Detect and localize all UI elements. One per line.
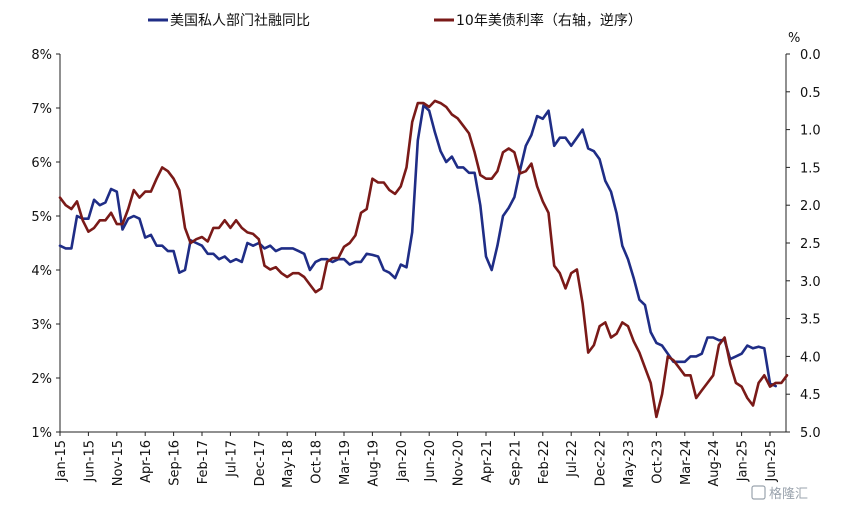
right-tick-label: 0.5 — [800, 86, 821, 101]
right-tick-label: 3.0 — [800, 275, 821, 290]
x-tick-label: Jun-20 — [423, 440, 438, 483]
x-tick-label: Apr-16 — [139, 440, 154, 483]
left-axis-ticks: 1% 2% 3% 4% 5% 6% 7% 8% — [31, 48, 60, 441]
x-tick-label: Jul-22 — [565, 440, 580, 478]
left-tick-label: 2% — [31, 372, 52, 387]
left-tick-label: 3% — [31, 318, 52, 333]
x-tick-label: May-18 — [281, 440, 296, 488]
x-tick-label: Sep-16 — [168, 440, 183, 486]
left-tick-label: 5% — [31, 210, 52, 225]
x-tick-label: Dec-22 — [594, 440, 609, 486]
x-tick-label: Aug-19 — [366, 440, 381, 487]
x-tick-label: Aug-24 — [707, 440, 722, 487]
right-axis-unit: % — [788, 31, 800, 46]
x-tick-label: Mar-19 — [338, 440, 353, 485]
series-lines — [58, 99, 789, 419]
watermark: 格隆汇 — [751, 485, 808, 502]
watermark-text: 格隆汇 — [769, 486, 808, 502]
x-tick-label: Feb-22 — [537, 440, 552, 484]
x-tick-label: Oct-23 — [650, 440, 665, 484]
x-tick-label: Jan-25 — [736, 440, 751, 482]
series-line-credit — [58, 104, 777, 388]
x-tick-label: Mar-24 — [679, 440, 694, 485]
watermark-logo-icon — [751, 485, 766, 500]
legend-label: 美国私人部门社融同比 — [170, 13, 310, 29]
x-tick-label: Jan-20 — [395, 440, 410, 482]
x-tick-label: Jun-15 — [82, 440, 97, 483]
left-tick-label: 8% — [31, 48, 52, 63]
legend-label: 10年美债利率（右轴，逆序） — [456, 12, 642, 29]
right-tick-label: 0.0 — [800, 48, 821, 63]
x-tick-label: Jun-25 — [764, 440, 779, 483]
x-tick-label: Apr-21 — [480, 440, 495, 483]
right-tick-label: 4.5 — [800, 388, 821, 403]
x-tick-label: Nov-15 — [111, 440, 126, 486]
x-axis-ticks: Jan-15 Jun-15 Nov-15 Apr-16 Sep-16 Feb-17 Jul-… — [54, 432, 779, 488]
right-axis-ticks: 0.0 0.5 1.0 1.5 2.0 2.5 3.0 3.5 4.0 4.5 5.0% — [786, 31, 821, 441]
right-tick-label: 5.0 — [800, 426, 821, 441]
left-tick-label: 4% — [31, 264, 52, 279]
legend: 美国私人部门社融同比 10年美债利率（右轴，逆序） — [148, 12, 642, 29]
left-tick-label: 1% — [31, 426, 52, 441]
x-tick-label: Nov-20 — [452, 440, 467, 486]
right-tick-label: 1.5 — [800, 161, 821, 176]
x-tick-label: Feb-17 — [196, 440, 211, 484]
right-tick-label: 4.0 — [800, 350, 821, 365]
right-tick-label: 2.5 — [800, 237, 821, 252]
left-tick-label: 7% — [31, 102, 52, 117]
right-tick-label: 3.5 — [800, 313, 821, 328]
series-line-treasury — [58, 99, 789, 419]
left-tick-label: 6% — [31, 156, 52, 171]
right-tick-label: 1.0 — [800, 124, 821, 139]
right-tick-label: 2.0 — [800, 199, 821, 214]
x-tick-label: Sep-21 — [508, 440, 523, 486]
x-tick-label: Jul-17 — [224, 440, 239, 478]
x-tick-label: Jan-15 — [54, 440, 69, 482]
x-tick-label: May-23 — [622, 440, 637, 488]
x-tick-label: Dec-17 — [253, 440, 268, 486]
x-tick-label: Oct-18 — [310, 440, 325, 484]
